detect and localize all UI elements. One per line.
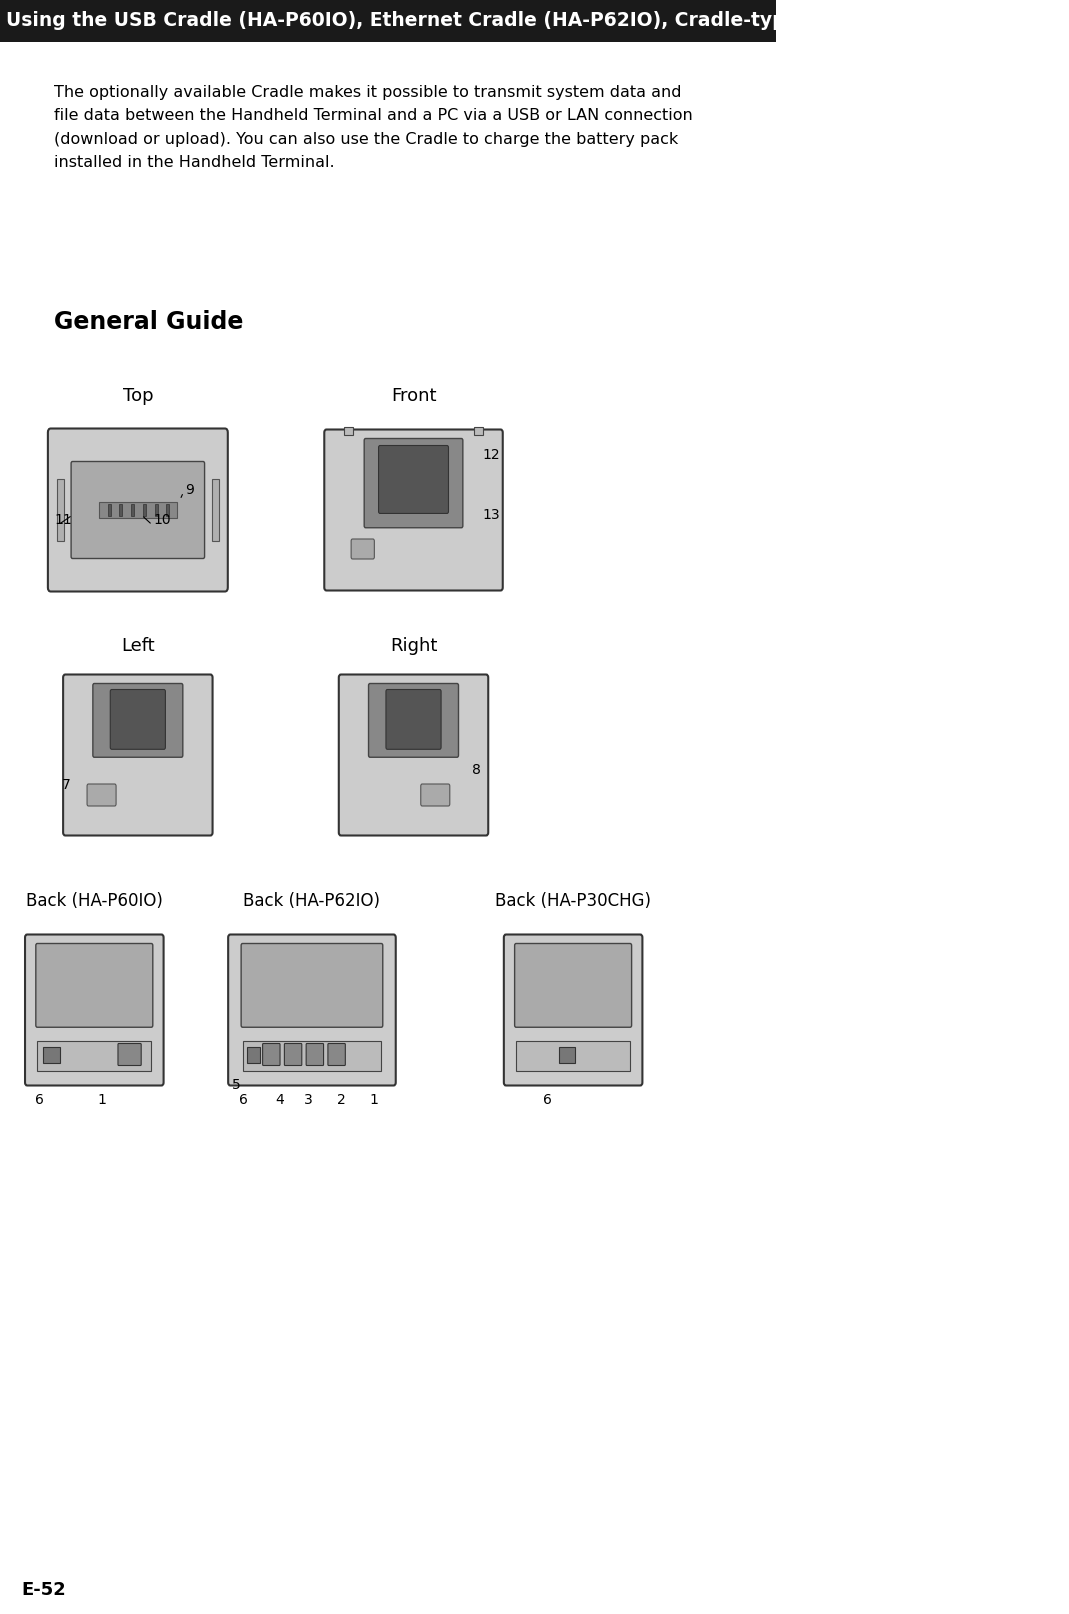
Bar xyxy=(559,1046,574,1062)
Text: General Guide: General Guide xyxy=(55,310,244,334)
Text: 6: 6 xyxy=(238,1093,247,1107)
Text: 11: 11 xyxy=(55,513,73,528)
Text: 13: 13 xyxy=(482,508,500,521)
Text: 3: 3 xyxy=(304,1093,313,1107)
FancyBboxPatch shape xyxy=(0,0,775,42)
Bar xyxy=(344,426,353,434)
Bar xyxy=(37,1041,152,1070)
FancyBboxPatch shape xyxy=(263,1044,280,1065)
FancyBboxPatch shape xyxy=(324,429,502,591)
FancyBboxPatch shape xyxy=(328,1044,345,1065)
Text: 5: 5 xyxy=(232,1078,241,1093)
FancyBboxPatch shape xyxy=(242,944,383,1027)
Text: 9: 9 xyxy=(185,483,193,497)
Text: Using the USB Cradle (HA-P60IO), Ethernet Cradle (HA-P62IO), Cradle-type Battery: Using the USB Cradle (HA-P60IO), Etherne… xyxy=(5,11,1069,31)
Text: Back (HA-P60IO): Back (HA-P60IO) xyxy=(26,893,162,910)
Text: 4: 4 xyxy=(275,1093,283,1107)
Text: 1: 1 xyxy=(97,1093,106,1107)
Text: The optionally available Cradle makes it possible to transmit system data and
fi: The optionally available Cradle makes it… xyxy=(55,86,693,169)
Text: 6: 6 xyxy=(543,1093,553,1107)
Bar xyxy=(143,504,145,516)
FancyBboxPatch shape xyxy=(378,445,449,513)
FancyBboxPatch shape xyxy=(365,439,463,528)
Bar xyxy=(131,504,134,516)
FancyBboxPatch shape xyxy=(306,1044,324,1065)
Text: 2: 2 xyxy=(337,1093,345,1107)
Bar xyxy=(108,504,110,516)
Bar xyxy=(167,504,169,516)
FancyBboxPatch shape xyxy=(228,935,396,1086)
FancyBboxPatch shape xyxy=(72,462,204,558)
Bar xyxy=(57,479,64,541)
Text: 6: 6 xyxy=(34,1093,44,1107)
Bar xyxy=(120,504,122,516)
Text: E-52: E-52 xyxy=(21,1582,66,1599)
Text: Top: Top xyxy=(123,387,153,405)
Bar xyxy=(43,1046,61,1062)
Text: Back (HA-P62IO): Back (HA-P62IO) xyxy=(244,893,381,910)
Bar xyxy=(475,426,483,434)
FancyBboxPatch shape xyxy=(351,539,374,558)
FancyBboxPatch shape xyxy=(36,944,153,1027)
Bar xyxy=(98,502,177,518)
Text: Back (HA-P30CHG): Back (HA-P30CHG) xyxy=(495,893,651,910)
Bar xyxy=(155,504,157,516)
FancyBboxPatch shape xyxy=(48,428,228,591)
FancyBboxPatch shape xyxy=(110,689,166,749)
Text: 10: 10 xyxy=(154,513,171,528)
FancyBboxPatch shape xyxy=(369,683,459,757)
Text: 8: 8 xyxy=(471,763,480,776)
FancyBboxPatch shape xyxy=(339,675,489,836)
FancyBboxPatch shape xyxy=(118,1044,141,1065)
Text: 7: 7 xyxy=(62,778,71,792)
FancyBboxPatch shape xyxy=(87,784,117,805)
Bar xyxy=(212,479,219,541)
FancyBboxPatch shape xyxy=(503,935,642,1086)
FancyBboxPatch shape xyxy=(25,935,164,1086)
Text: Front: Front xyxy=(391,387,436,405)
FancyBboxPatch shape xyxy=(421,784,450,805)
Bar xyxy=(247,1046,260,1062)
Text: 12: 12 xyxy=(482,449,500,462)
FancyBboxPatch shape xyxy=(93,683,183,757)
FancyBboxPatch shape xyxy=(386,689,441,749)
FancyBboxPatch shape xyxy=(284,1044,301,1065)
Text: 1: 1 xyxy=(369,1093,378,1107)
FancyBboxPatch shape xyxy=(514,944,632,1027)
Text: Right: Right xyxy=(390,638,437,655)
Bar xyxy=(243,1041,382,1070)
Bar xyxy=(516,1041,630,1070)
FancyBboxPatch shape xyxy=(63,675,213,836)
Text: Left: Left xyxy=(121,638,155,655)
